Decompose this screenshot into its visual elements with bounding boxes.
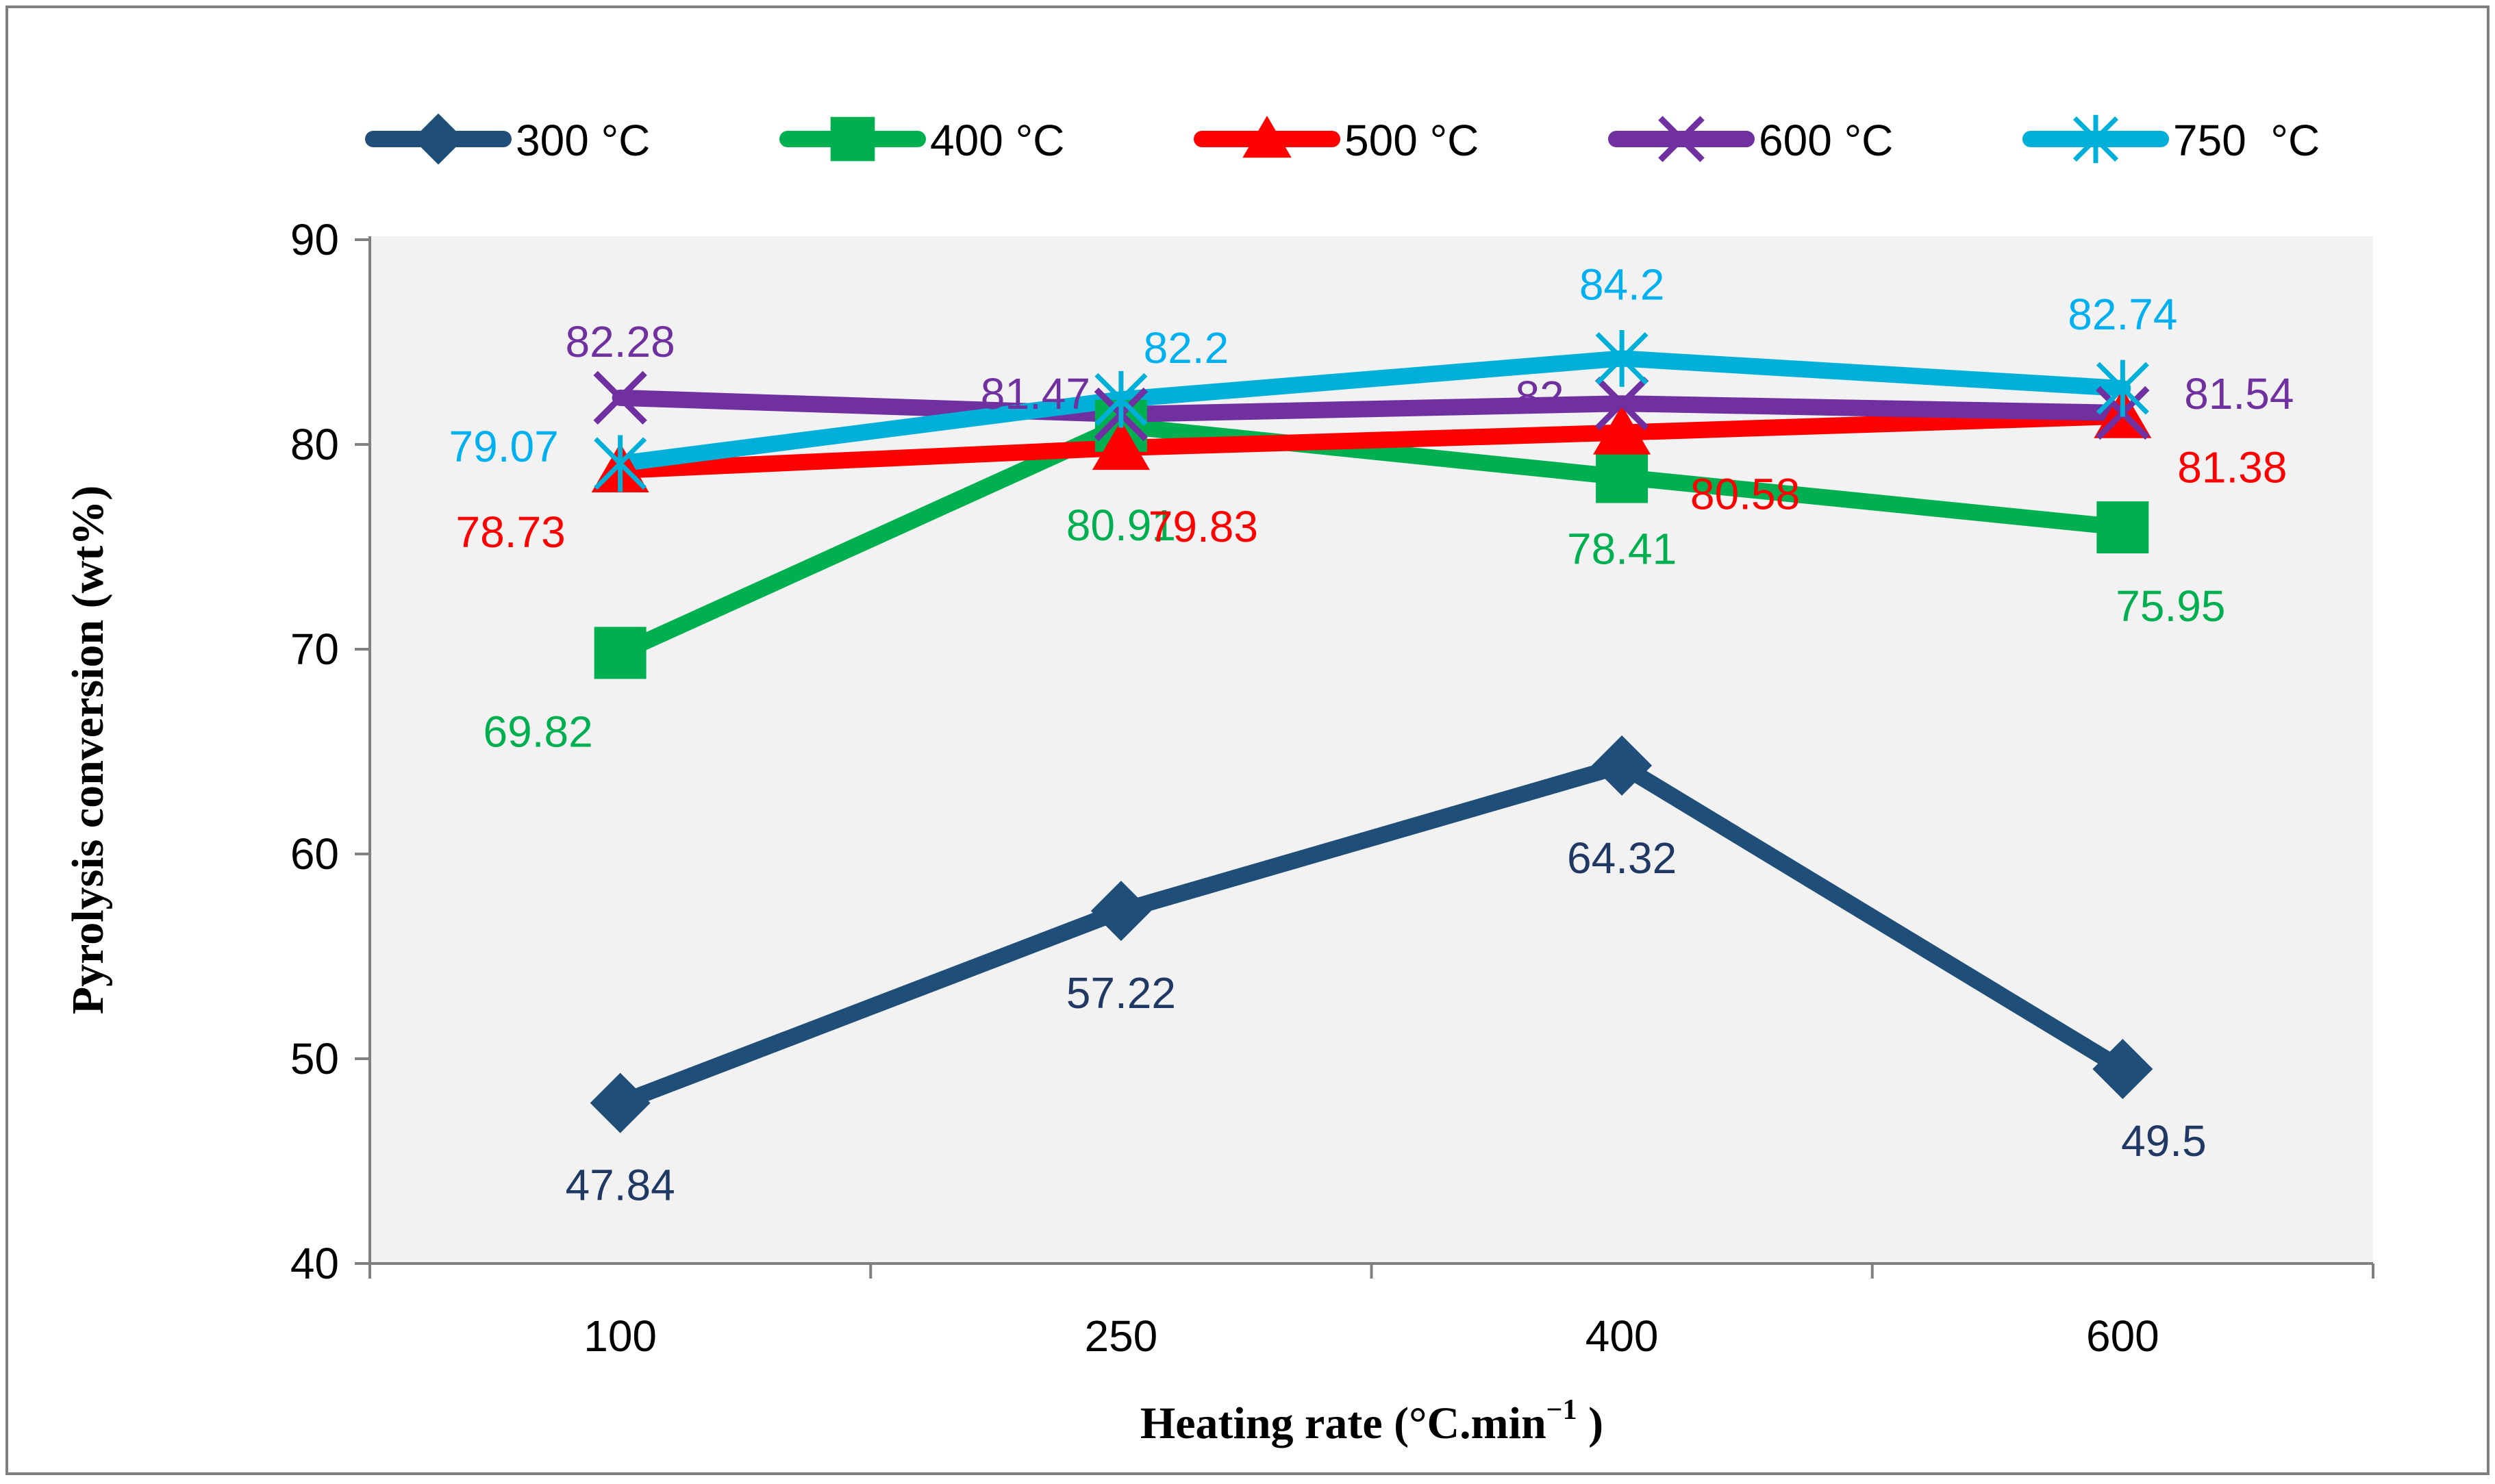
legend-item-0: 300 °C xyxy=(365,113,650,165)
data-label-4-1: 82.2 xyxy=(1144,323,1229,373)
data-point-4-3 xyxy=(2096,360,2149,417)
data-label-3-3: 81.54 xyxy=(2184,369,2294,418)
x-tick-label: 600 xyxy=(2086,1311,2159,1361)
data-point-4-2 xyxy=(1595,330,1648,387)
legend-item-2: 500 °C xyxy=(1194,116,1479,165)
data-point-0-2 xyxy=(1592,735,1653,796)
legend-marker xyxy=(2072,114,2119,164)
data-label-0-3: 49.5 xyxy=(2121,1116,2207,1166)
data-label-4-0: 79.07 xyxy=(449,422,559,471)
data-point-2-1 xyxy=(1092,420,1150,470)
x-axis-title-exponent: −1 xyxy=(1546,1394,1577,1426)
series-line-2 xyxy=(612,407,2131,479)
x-axis-title: Heating rate (°C.min−1 ) xyxy=(1140,1394,1603,1448)
y-tick-label: 40 xyxy=(290,1239,339,1288)
data-label-2-1: 79.83 xyxy=(1149,502,1258,551)
series-line-0 xyxy=(612,757,2131,1111)
data-point-1-0 xyxy=(594,627,647,679)
legend-label: 500 °C xyxy=(1344,116,1479,165)
data-label-3-2: 82 xyxy=(1516,372,1564,421)
x-tick-label: 100 xyxy=(584,1311,657,1361)
x-tick-label: 250 xyxy=(1084,1311,1157,1361)
data-label-3-0: 82.28 xyxy=(566,317,675,366)
data-point-4-1 xyxy=(1094,370,1148,428)
y-tick-label: 90 xyxy=(290,215,339,264)
data-label-4-3: 82.74 xyxy=(2068,290,2177,339)
y-tick-label: 50 xyxy=(290,1034,339,1083)
data-point-0-0 xyxy=(590,1072,651,1133)
y-axis-title: Pyrolysis conversion (wt%) xyxy=(63,486,113,1014)
y-tick-label: 70 xyxy=(290,625,339,674)
data-point-4-0 xyxy=(594,435,647,492)
legend-item-4: 750 °C xyxy=(2022,114,2320,165)
data-label-1-3: 75.95 xyxy=(2116,581,2225,631)
series-line-4 xyxy=(612,350,2131,472)
x-tick-label: 400 xyxy=(1585,1311,1659,1361)
y-tick-label: 80 xyxy=(290,420,339,469)
data-label-3-1: 81.47 xyxy=(981,369,1090,418)
legend-marker xyxy=(412,113,464,165)
data-point-3-0 xyxy=(593,370,647,425)
legend-label: 750 °C xyxy=(2173,116,2320,165)
data-label-1-2: 78.41 xyxy=(1567,525,1677,574)
data-point-0-1 xyxy=(1090,881,1151,942)
x-axis-title-close: ) xyxy=(1577,1398,1603,1448)
data-point-3-2 xyxy=(1594,377,1649,431)
data-point-1-2 xyxy=(1596,451,1648,503)
data-label-1-1: 80.91 xyxy=(1066,501,1176,550)
legend-marker xyxy=(1658,116,1705,162)
legend-item-3: 600 °C xyxy=(1608,116,1893,165)
series-line-1 xyxy=(612,417,2131,662)
x-axis-title-main: Heating rate (°C.min xyxy=(1140,1398,1546,1448)
legend-label: 600 °C xyxy=(1759,116,1893,165)
y-tick-label: 60 xyxy=(290,829,339,879)
data-point-0-3 xyxy=(2092,1038,2153,1099)
data-label-2-2: 80.58 xyxy=(1690,470,1800,519)
legend-marker xyxy=(830,116,875,162)
legend-label: 300 °C xyxy=(516,116,650,165)
data-label-0-0: 47.84 xyxy=(566,1161,675,1210)
legend-marker xyxy=(1242,116,1292,158)
data-label-2-0: 78.73 xyxy=(456,507,566,557)
legend-item-1: 400 °C xyxy=(779,116,1064,165)
data-label-0-2: 64.32 xyxy=(1567,833,1677,883)
data-label-4-2: 84.2 xyxy=(1579,260,1665,309)
data-point-2-2 xyxy=(1593,405,1651,455)
legend-label: 400 °C xyxy=(930,116,1064,165)
data-point-1-3 xyxy=(2096,501,2149,554)
data-label-1-0: 69.82 xyxy=(484,707,593,756)
series-line-3 xyxy=(612,389,2131,423)
data-label-0-1: 57.22 xyxy=(1066,968,1176,1018)
data-label-2-3: 81.38 xyxy=(2177,443,2287,492)
